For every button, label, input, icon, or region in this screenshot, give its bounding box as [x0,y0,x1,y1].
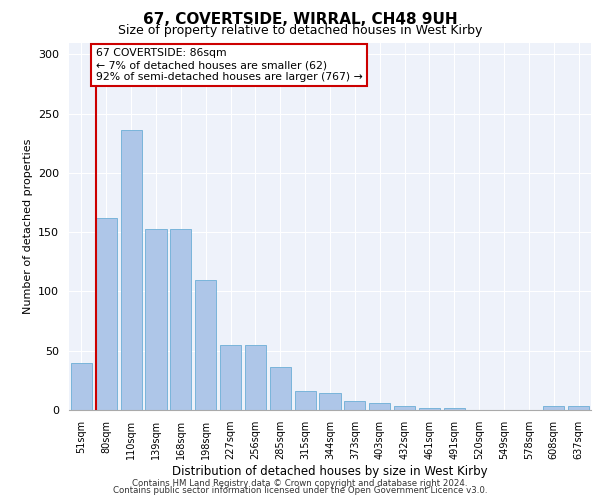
Text: Contains HM Land Registry data © Crown copyright and database right 2024.: Contains HM Land Registry data © Crown c… [132,478,468,488]
Bar [444,408,465,410]
Text: 67, COVERTSIDE, WIRRAL, CH48 9UH: 67, COVERTSIDE, WIRRAL, CH48 9UH [143,12,457,28]
Bar [145,228,167,410]
Bar [270,368,291,410]
Text: Size of property relative to detached houses in West Kirby: Size of property relative to detached ho… [118,24,482,37]
Bar [394,406,415,410]
Bar [344,400,365,410]
Bar [295,391,316,410]
Text: 67 COVERTSIDE: 86sqm
← 7% of detached houses are smaller (62)
92% of semi-detach: 67 COVERTSIDE: 86sqm ← 7% of detached ho… [96,48,362,82]
Bar [245,345,266,410]
Bar [568,406,589,410]
Bar [319,394,341,410]
Bar [220,345,241,410]
Y-axis label: Number of detached properties: Number of detached properties [23,138,32,314]
Bar [543,406,564,410]
X-axis label: Distribution of detached houses by size in West Kirby: Distribution of detached houses by size … [172,465,488,478]
Bar [96,218,117,410]
Bar [369,403,390,410]
Bar [419,408,440,410]
Bar [195,280,216,410]
Text: Contains public sector information licensed under the Open Government Licence v3: Contains public sector information licen… [113,486,487,495]
Bar [71,362,92,410]
Bar [121,130,142,410]
Bar [170,228,191,410]
